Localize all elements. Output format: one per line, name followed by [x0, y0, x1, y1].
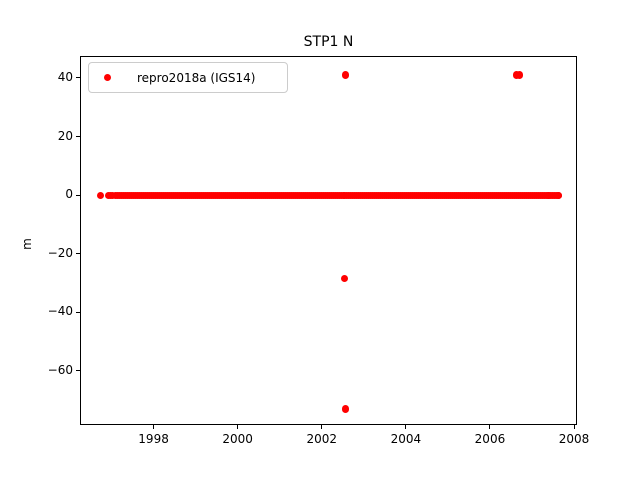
- y-tick-label: −60: [47, 362, 73, 377]
- y-tick-label: 40: [57, 69, 73, 84]
- chart-title: STP1 N: [303, 34, 354, 50]
- y-tick-label: −40: [47, 304, 73, 319]
- x-tick-label: 2000: [222, 432, 253, 446]
- x-tick-label: 2006: [474, 432, 506, 446]
- y-tick-label: 0: [65, 187, 73, 202]
- x-tick-label: 2002: [306, 432, 338, 446]
- x-tick-label: 2008: [558, 432, 590, 446]
- data-point: [515, 71, 524, 79]
- x-tick-mark: [153, 425, 155, 429]
- legend-entry-label: repro2018a (IGS14): [137, 70, 256, 85]
- plot-area: [80, 56, 577, 425]
- data-point: [341, 405, 350, 413]
- data-point: [340, 274, 349, 283]
- x-tick-mark: [237, 425, 239, 429]
- x-tick-label: 1998: [138, 432, 169, 446]
- data-point: [555, 191, 563, 199]
- y-tick-mark: [76, 253, 80, 255]
- x-tick-mark: [405, 425, 407, 429]
- y-tick-label: 20: [57, 128, 73, 143]
- y-tick-mark: [76, 194, 80, 196]
- legend-marker-dot-icon: [104, 74, 111, 81]
- y-tick-mark: [76, 77, 80, 79]
- data-point: [97, 191, 105, 199]
- data-point: [341, 71, 350, 79]
- y-axis-label: m: [20, 238, 34, 250]
- legend-box: repro2018a (IGS14): [88, 62, 288, 93]
- y-tick-mark: [76, 136, 80, 138]
- y-tick-mark: [76, 311, 80, 313]
- x-tick-mark: [489, 425, 491, 429]
- x-tick-mark: [321, 425, 323, 429]
- x-tick-mark: [573, 425, 575, 429]
- y-tick-label: −20: [47, 245, 73, 260]
- y-tick-mark: [76, 370, 80, 372]
- x-tick-label: 2004: [390, 432, 422, 446]
